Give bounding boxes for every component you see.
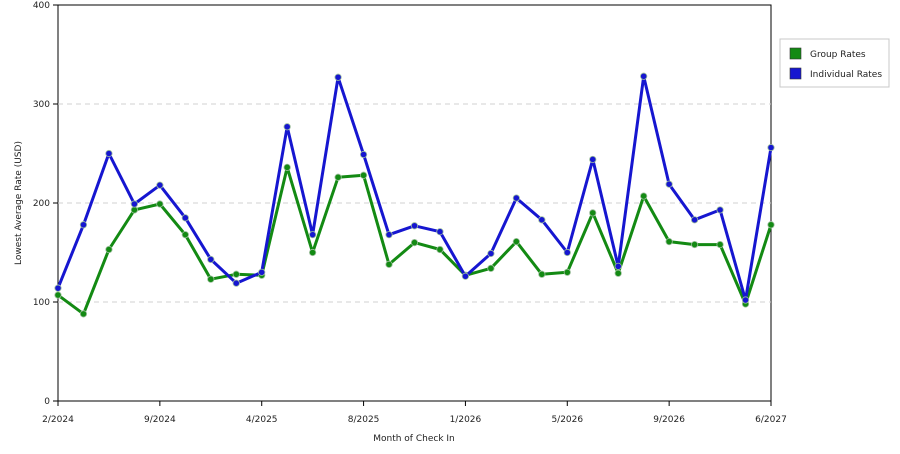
x-tick-label: 5/2026	[551, 415, 583, 425]
y-tick-label: 300	[33, 100, 50, 110]
group-rates-point	[538, 270, 546, 278]
group-rates-point	[640, 192, 648, 200]
individual-rates-point	[79, 221, 88, 229]
y-tick-label: 400	[33, 1, 50, 11]
individual-rates-point	[436, 228, 444, 236]
individual-rates-point	[105, 149, 113, 158]
group-rates-point	[563, 268, 571, 276]
x-tick-label: 6/2027	[755, 415, 787, 425]
individual-rates-point	[589, 155, 597, 164]
group-rates-point	[691, 240, 699, 249]
individual-rates-point	[716, 206, 724, 214]
y-tick-label: 0	[44, 397, 50, 407]
individual-rates-point	[334, 73, 342, 81]
individual-rates-legend-swatch	[789, 67, 802, 80]
group-rates-point	[207, 275, 215, 283]
y-tick-label: 200	[33, 199, 50, 209]
x-tick-label: 2/2024	[42, 415, 74, 425]
group-rates-legend-label: Group Rates	[810, 50, 866, 60]
individual-rates-point	[54, 284, 62, 292]
individual-rates-point	[563, 248, 571, 257]
individual-rates-point	[487, 249, 495, 258]
individual-rates-legend-label: Individual Rates	[810, 70, 882, 80]
group-rates-point	[385, 260, 393, 268]
group-rates-point	[156, 200, 164, 208]
x-tick-label: 8/2025	[348, 415, 380, 425]
group-rates-point	[512, 238, 520, 246]
group-rates-point	[589, 209, 597, 217]
individual-rates-point	[512, 194, 520, 202]
group-rates-point	[410, 239, 419, 247]
group-rates-point	[334, 173, 342, 181]
individual-rates-point	[691, 216, 699, 224]
individual-rates-point	[538, 216, 546, 224]
x-axis-title: Month of Check In	[373, 434, 455, 444]
individual-rates-point	[767, 143, 775, 152]
individual-rates-point	[614, 262, 622, 270]
x-tick-label: 1/2026	[450, 415, 482, 425]
individual-rates-point	[640, 72, 648, 80]
group-rates-point	[716, 240, 724, 249]
individual-rates-point	[130, 200, 138, 208]
group-rates-point	[359, 171, 368, 179]
group-rates-point	[767, 221, 775, 229]
group-rates-point	[54, 291, 62, 299]
group-rates-point	[665, 238, 673, 246]
group-rates-point	[283, 163, 291, 171]
group-rates-point	[614, 269, 622, 277]
individual-rates-point	[741, 296, 750, 304]
individual-rates-point	[410, 222, 419, 230]
individual-rates-point	[283, 123, 291, 131]
group-rates-point	[436, 245, 444, 254]
group-rates-point	[130, 206, 138, 214]
group-rates-point	[79, 310, 88, 318]
group-rates-point	[105, 245, 113, 254]
group-rates-point	[181, 231, 189, 239]
x-tick-label: 9/2024	[144, 415, 176, 425]
individual-rates-point	[207, 255, 215, 264]
individual-rates-point	[258, 268, 266, 276]
x-tick-label: 9/2026	[653, 415, 685, 425]
group-rates-legend-swatch	[789, 47, 802, 60]
individual-rates-point	[156, 181, 164, 189]
individual-rates-point	[359, 150, 368, 159]
individual-rates-point	[385, 231, 393, 239]
group-rates-point	[232, 270, 240, 278]
y-tick-label: 100	[33, 298, 50, 308]
individual-rates-point	[665, 180, 673, 188]
group-rates-point	[487, 264, 495, 272]
individual-rates-point	[181, 214, 189, 222]
individual-rates-point	[232, 279, 240, 287]
x-tick-label: 4/2025	[246, 415, 278, 425]
y-axis-title: Lowest Average Rate (USD)	[14, 141, 24, 265]
individual-rates-point	[309, 231, 317, 239]
individual-rates-point	[461, 272, 470, 280]
group-rates-point	[309, 248, 317, 257]
